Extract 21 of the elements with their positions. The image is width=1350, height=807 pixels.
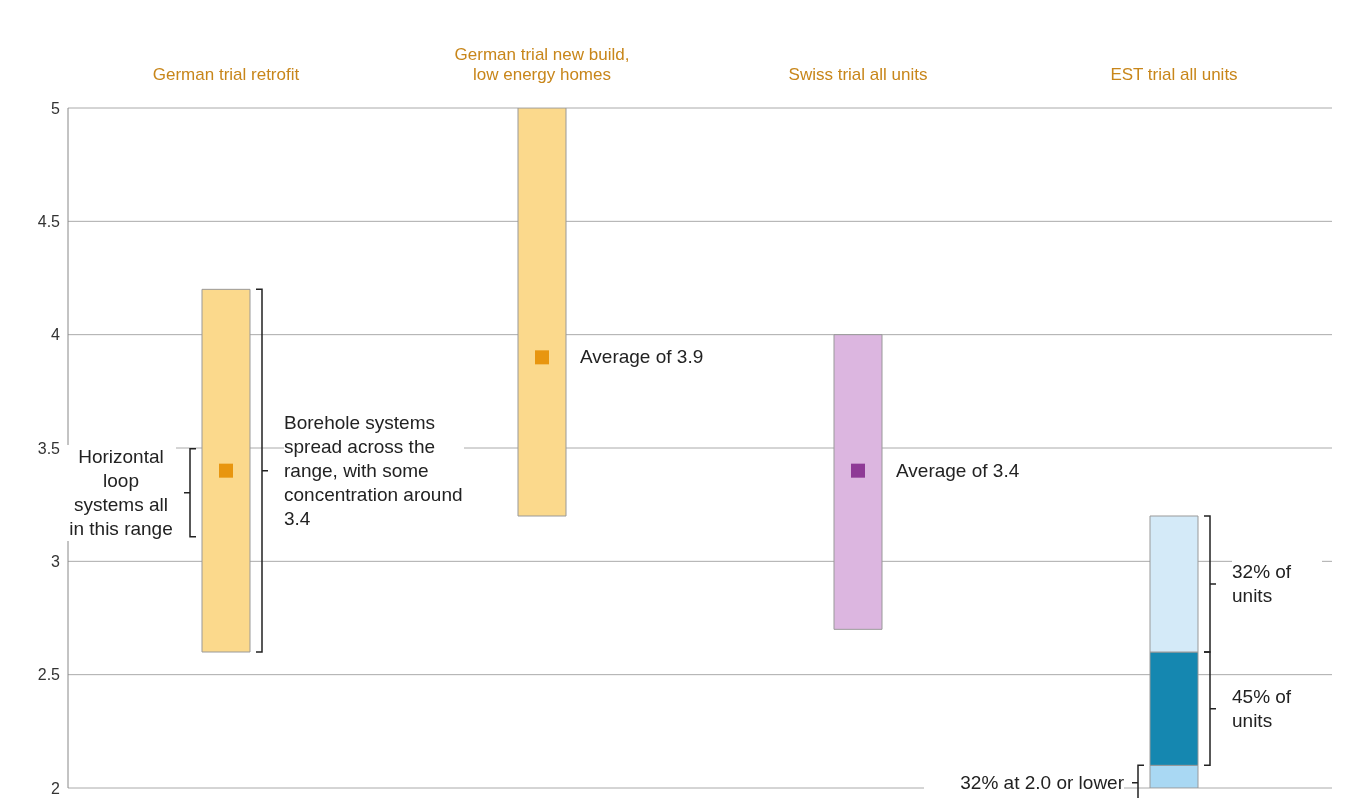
- annotation: 32% of units: [1232, 560, 1322, 608]
- y-tick-label: 4: [51, 326, 61, 344]
- bar: [517, 108, 567, 517]
- y-tick-label: 2: [51, 779, 61, 797]
- annotation: 32% at 2.0 or lower: [924, 770, 1124, 795]
- x-tick-label: EST trial all units: [1110, 65, 1238, 84]
- bar: [201, 288, 251, 653]
- annotation: Borehole systems spread across the range, with some concentration around 3.4: [284, 410, 464, 531]
- annotation: 45% of units: [1232, 684, 1322, 733]
- x-tick-label: Swiss trial all units: [788, 65, 928, 84]
- annotation: Average of 3.9: [580, 345, 720, 370]
- x-tick-label: German trial retrofit: [152, 65, 300, 84]
- bar: [833, 334, 883, 630]
- x-tick-label: German trial new build, low energy homes: [454, 45, 630, 84]
- y-tick-label: 4.5: [37, 213, 61, 231]
- annotation: Horizontal loop systems all in this range: [66, 444, 176, 541]
- y-tick-label: 3.5: [37, 439, 61, 457]
- y-tick-label: 2.5: [37, 666, 61, 684]
- annotation: Average of 3.4: [896, 458, 1036, 483]
- y-tick-label: 3: [51, 553, 61, 571]
- y-tick-label: 5: [51, 99, 61, 117]
